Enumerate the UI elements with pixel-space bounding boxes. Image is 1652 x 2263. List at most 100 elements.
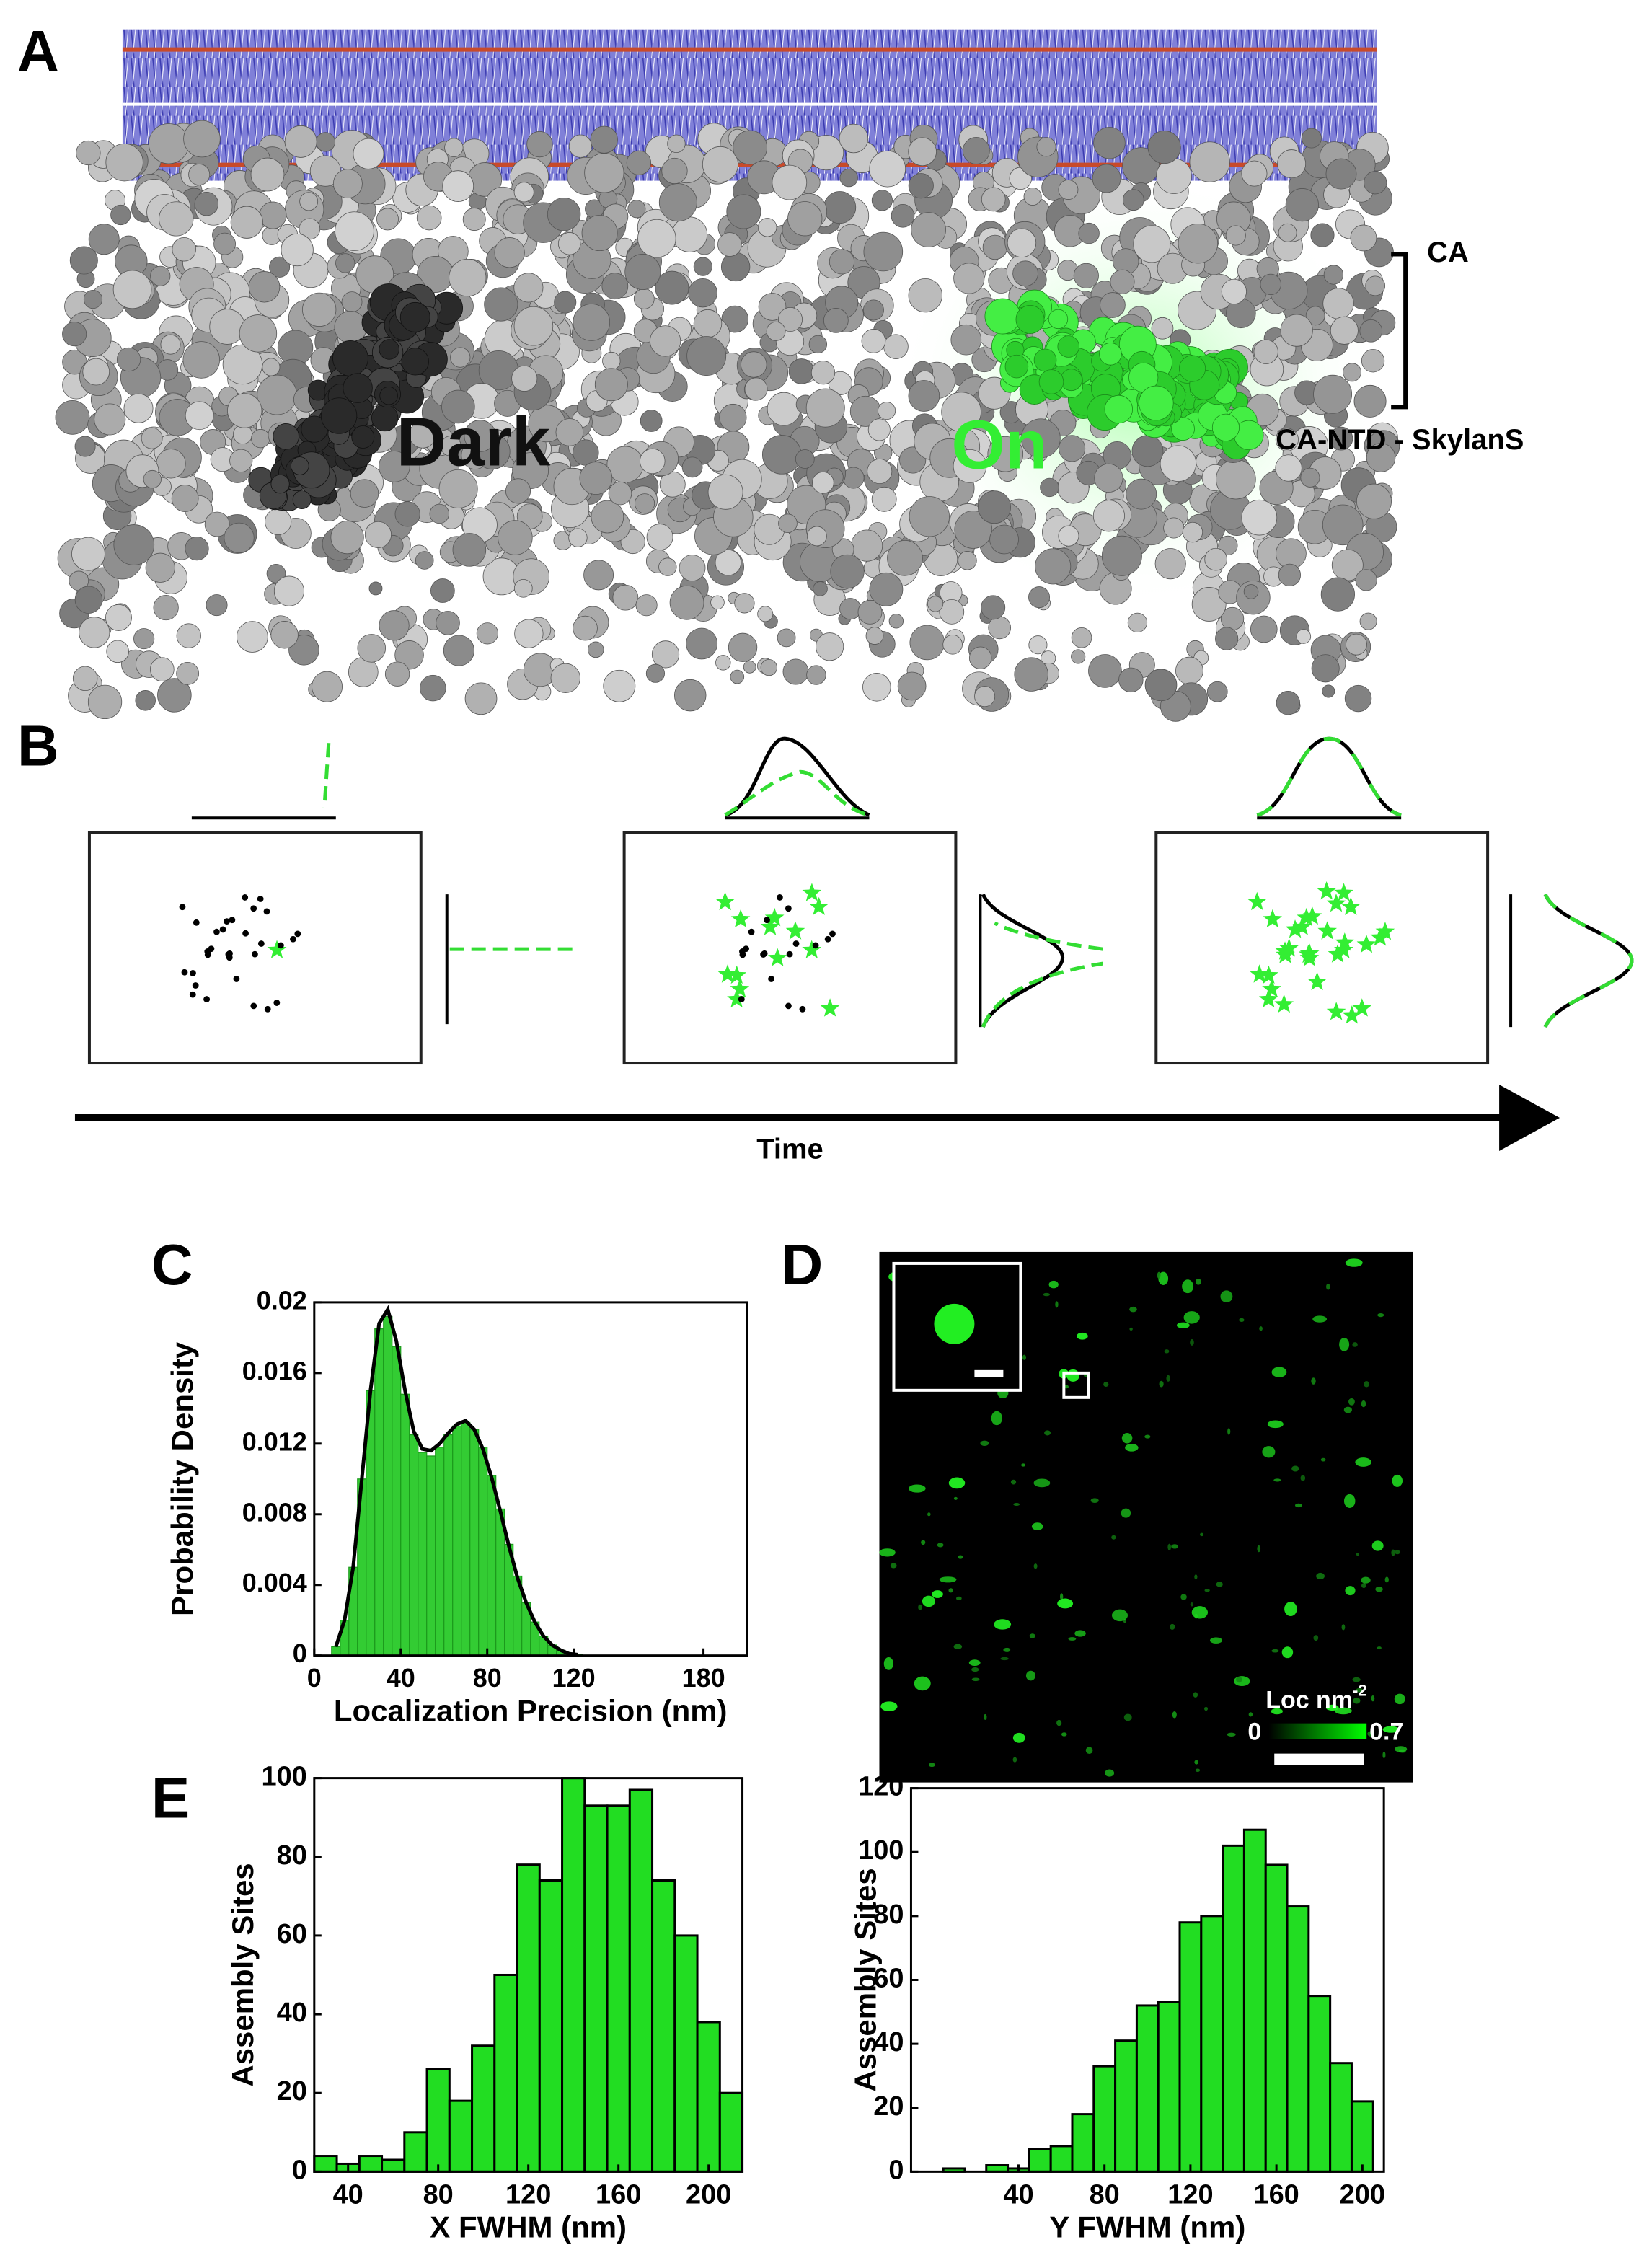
spot bbox=[1157, 1271, 1161, 1279]
protein bbox=[1092, 500, 1125, 532]
protein bbox=[1215, 627, 1239, 650]
protein bbox=[143, 469, 162, 489]
protein bbox=[1151, 317, 1174, 340]
protein bbox=[812, 472, 834, 494]
protein bbox=[1216, 459, 1256, 500]
protein bbox=[813, 581, 828, 596]
protein bbox=[476, 622, 499, 645]
protein bbox=[229, 449, 253, 472]
protein bbox=[612, 584, 639, 611]
protein bbox=[867, 418, 891, 441]
protein bbox=[449, 258, 487, 297]
protein bbox=[288, 635, 319, 666]
protein bbox=[982, 234, 1008, 260]
bar bbox=[718, 2091, 744, 2173]
protein bbox=[150, 265, 171, 286]
protein bbox=[1359, 319, 1383, 343]
protein bbox=[368, 581, 383, 596]
green-protein bbox=[984, 298, 1021, 335]
protein bbox=[364, 521, 392, 548]
spot bbox=[1339, 1338, 1350, 1351]
spot bbox=[1158, 1271, 1169, 1286]
x-tick-label: 160 bbox=[596, 2179, 641, 2210]
protein bbox=[150, 657, 175, 681]
spot bbox=[1121, 1432, 1133, 1444]
fit-curve bbox=[334, 1305, 578, 1657]
spot bbox=[1012, 1757, 1017, 1763]
spot bbox=[1320, 1457, 1326, 1462]
protein bbox=[908, 137, 937, 167]
colorbar bbox=[1268, 1723, 1367, 1739]
spot bbox=[1123, 1713, 1132, 1721]
spot bbox=[1204, 1706, 1209, 1711]
green-protein bbox=[1139, 385, 1174, 421]
spot bbox=[1090, 1498, 1099, 1503]
protein bbox=[863, 231, 904, 272]
dot bbox=[824, 935, 831, 943]
y-tick-label: 20 bbox=[277, 2076, 307, 2107]
spot bbox=[1190, 1338, 1194, 1346]
panel-a-labels: Dark On CA CA-NTD - SkylanS bbox=[397, 237, 1524, 484]
protein bbox=[772, 164, 808, 200]
spot bbox=[914, 1676, 931, 1691]
bar bbox=[381, 2158, 406, 2173]
spot bbox=[1166, 1375, 1170, 1382]
bar bbox=[561, 1777, 586, 2173]
protein bbox=[758, 293, 787, 321]
protein bbox=[330, 521, 364, 555]
protein bbox=[1023, 187, 1042, 206]
spot bbox=[1121, 1508, 1131, 1518]
spot bbox=[1183, 1311, 1200, 1324]
protein bbox=[1101, 535, 1142, 576]
spot bbox=[1064, 1385, 1069, 1389]
protein bbox=[573, 304, 611, 341]
spot bbox=[1125, 1444, 1139, 1452]
spot bbox=[1103, 1382, 1109, 1388]
dark-protein bbox=[290, 456, 309, 475]
spot bbox=[1029, 1633, 1035, 1638]
bar bbox=[331, 1646, 341, 1657]
protein bbox=[409, 420, 437, 449]
arrow-head bbox=[1499, 1085, 1560, 1151]
bar bbox=[606, 1804, 631, 2173]
panel-label: E bbox=[151, 1766, 190, 1830]
x-tick-label: 120 bbox=[552, 1663, 596, 1693]
dot bbox=[786, 950, 793, 958]
spot bbox=[1236, 1676, 1242, 1683]
protein bbox=[153, 594, 179, 621]
protein bbox=[62, 322, 87, 347]
protein bbox=[830, 554, 865, 589]
protein bbox=[808, 335, 828, 354]
frame bbox=[1154, 831, 1490, 1065]
spot bbox=[1364, 1381, 1370, 1388]
protein bbox=[204, 511, 230, 537]
protein bbox=[715, 549, 742, 576]
protein bbox=[1343, 363, 1362, 382]
x-tick-label: 200 bbox=[1340, 2179, 1385, 2210]
protein bbox=[450, 347, 471, 368]
dot bbox=[761, 950, 768, 957]
protein bbox=[767, 392, 801, 426]
protein bbox=[958, 551, 977, 570]
protein bbox=[511, 365, 538, 392]
protein bbox=[156, 449, 186, 479]
protein bbox=[941, 392, 981, 432]
bar bbox=[651, 1879, 676, 2173]
dot bbox=[179, 904, 186, 911]
spot bbox=[1361, 1400, 1366, 1408]
protein bbox=[587, 641, 604, 658]
protein bbox=[1301, 128, 1322, 149]
green-protein bbox=[1015, 304, 1045, 334]
protein bbox=[1365, 275, 1386, 296]
star bbox=[1375, 922, 1395, 940]
protein bbox=[1014, 657, 1048, 692]
profile bbox=[724, 769, 870, 817]
protein bbox=[788, 358, 815, 384]
protein bbox=[602, 351, 621, 371]
protein bbox=[635, 594, 658, 617]
star bbox=[715, 891, 735, 911]
protein bbox=[707, 474, 743, 510]
protein bbox=[505, 478, 531, 504]
protein bbox=[1094, 463, 1123, 493]
protein bbox=[1036, 137, 1056, 157]
